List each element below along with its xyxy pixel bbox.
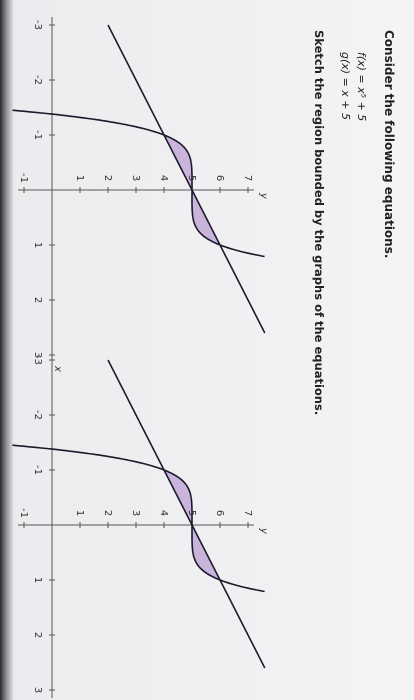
y-tick-label: 1 xyxy=(74,175,85,181)
x-tick-label: -2 xyxy=(32,410,43,420)
x-tick-label: 2 xyxy=(32,297,43,303)
y-tick-label: 6 xyxy=(214,510,225,516)
y-tick-label: 3 xyxy=(130,510,141,516)
x-tick-label: 3 xyxy=(32,687,43,693)
curve-g xyxy=(107,359,266,669)
x-tick-label: -1 xyxy=(32,465,43,475)
y-tick-label: 7 xyxy=(242,175,253,181)
y-tick-label: 6 xyxy=(214,175,225,181)
curve-f xyxy=(12,444,265,593)
x-tick-label: 3 xyxy=(32,352,43,358)
curve-f xyxy=(12,109,265,258)
y-tick-label: 2 xyxy=(102,175,113,181)
y-tick-label: 4 xyxy=(158,175,169,181)
x-tick-label: -1 xyxy=(32,130,43,140)
x-tick-label: 2 xyxy=(32,632,43,638)
x-tick-label: 1 xyxy=(32,577,43,583)
x-tick-label: -3 xyxy=(32,355,43,365)
x-tick-label: 1 xyxy=(32,242,43,248)
y-tick-label: -1 xyxy=(18,508,29,518)
y-tick-label: 1 xyxy=(74,510,85,516)
y-tick-label: 2 xyxy=(102,510,113,516)
y-tick-label: 7 xyxy=(242,510,253,516)
curve-g xyxy=(107,24,266,334)
x-tick-label: -2 xyxy=(32,75,43,85)
y-tick-label: 4 xyxy=(158,510,169,516)
y-tick-label: 3 xyxy=(130,175,141,181)
x-axis-label: x xyxy=(52,365,63,372)
y-axis-label: y xyxy=(258,192,269,200)
y-axis-label: y xyxy=(258,527,269,535)
x-tick-label: -3 xyxy=(32,20,43,30)
y-tick-label: -1 xyxy=(18,173,29,183)
